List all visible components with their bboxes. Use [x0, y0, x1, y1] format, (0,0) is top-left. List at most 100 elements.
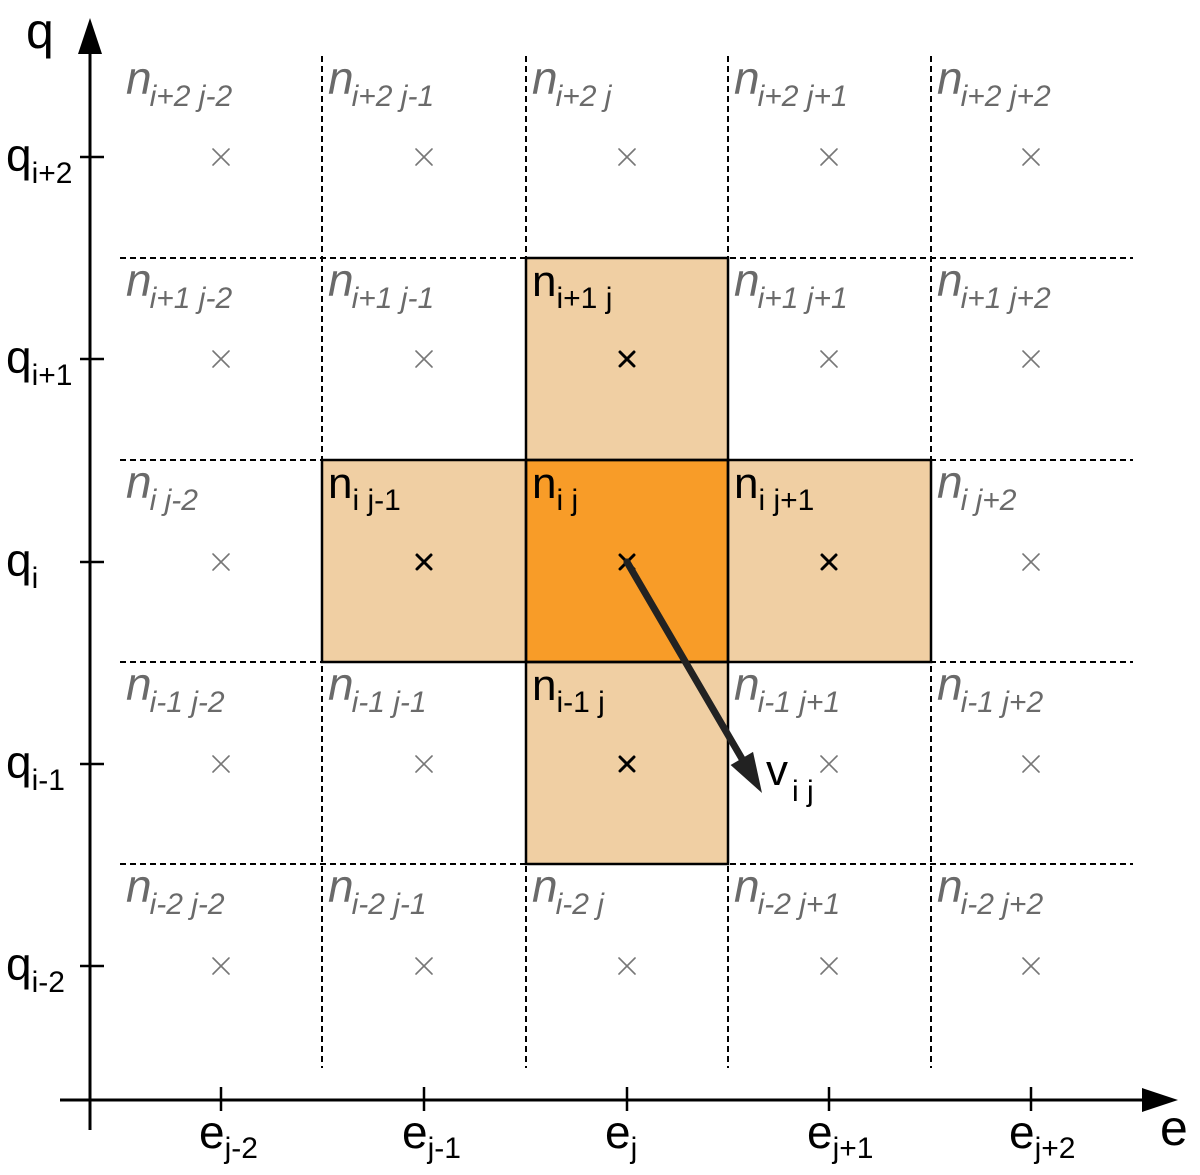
cell-label-im2-j: ni-2 j: [532, 860, 605, 921]
q-tick-label-i: qi: [6, 534, 38, 595]
cell-label-ip1-jm2: ni+1 j-2: [126, 254, 232, 315]
cross-marker-icon: [820, 553, 838, 571]
cross-marker-icon: [415, 350, 433, 368]
cell-label-i-j-sub: i j: [556, 484, 578, 517]
cell-label-im1-jm2-sub: i-1 j-2: [150, 686, 225, 719]
q-tick-label-im1: qi-1: [6, 736, 65, 797]
cross-marker-icon: [212, 350, 230, 368]
cell-label-ip1-j-sub: i+1 j: [556, 282, 612, 315]
cell-label-im1-jm1-sub: i-1 j-1: [352, 686, 427, 719]
vector-arrowhead-icon: [730, 751, 762, 793]
cell-label-im1-jm1: ni-1 j-1: [328, 658, 427, 719]
cell-label-im1-j: ni-1 j: [532, 661, 605, 719]
cross-marker-icon: [820, 957, 838, 975]
cell-label-im1-jp1-base: n: [734, 658, 760, 710]
e-tick-label-jm1-base: e: [402, 1106, 428, 1158]
cell-label-ip1-jp1: ni+1 j+1: [734, 254, 848, 315]
vector-shaft: [623, 558, 746, 762]
cell-label-im1-jp1-sub: i-1 j+1: [758, 686, 841, 719]
cell-label-im1-j-base: n: [532, 661, 556, 710]
cell-label-im2-jp2-base: n: [937, 860, 963, 912]
q-tick-label-ip2-base: q: [6, 129, 32, 181]
cell-label-im2-j-sub: i-2 j: [556, 888, 606, 921]
cell-label-im1-jp1: ni-1 j+1: [734, 658, 840, 719]
cross-marker-icon: [415, 553, 433, 571]
q-axis-arrow-icon: [78, 18, 102, 54]
cell-label-i-j: ni j: [532, 459, 578, 517]
e-tick-label-j-base: e: [605, 1106, 631, 1158]
cell-label-ip2-jm1-base: n: [328, 52, 354, 104]
cell-label-ip1-jp2: ni+1 j+2: [937, 254, 1051, 315]
e-tick-label-jm2-base: e: [199, 1106, 225, 1158]
e-tick-label-jp1: ej+1: [807, 1106, 873, 1165]
cell-label-ip1-jm1: ni+1 j-1: [328, 254, 434, 315]
cell-label-im2-jm1-base: n: [328, 860, 354, 912]
cell-label-ip2-jm2: ni+2 j-2: [126, 52, 232, 113]
q-tick-label-ip1-sub: i+1: [32, 359, 73, 392]
cross-marker-icon: [618, 957, 636, 975]
cell-border-i-jp1: [726, 458, 933, 664]
cell-label-im2-jp2: ni-2 j+2: [937, 860, 1043, 921]
cell-label-i-jm2: ni j-2: [126, 456, 198, 517]
cell-label-i-jp2-base: n: [937, 456, 963, 508]
e-tick-label-jp1-base: e: [807, 1106, 833, 1158]
e-tick-label-jm1-sub: j-1: [427, 1132, 461, 1165]
cell-label-ip2-jp1-sub: i+2 j+1: [758, 80, 848, 113]
q-tick-label-im1-sub: i-1: [32, 764, 65, 797]
cross-marker-icon: [1022, 755, 1040, 773]
cell-label-im2-jp1-base: n: [734, 860, 760, 912]
cross-marker-icon: [1022, 350, 1040, 368]
q-tick-label-i-base: q: [6, 534, 32, 586]
cell-label-im1-jm2: ni-1 j-2: [126, 658, 225, 719]
cell-border-im1-j: [524, 660, 730, 866]
vector-label-base: v: [766, 746, 788, 795]
cross-marker-icon: [820, 350, 838, 368]
cell-label-i-jm1: ni j-1: [328, 459, 401, 517]
e-tick-label-jp2-sub: j+2: [1034, 1132, 1076, 1165]
cross-marker-icon: [820, 148, 838, 166]
cell-label-im1-jp2-base: n: [937, 658, 963, 710]
cell-label-im1-j-sub: i-1 j: [556, 686, 604, 719]
cell-label-ip2-j: ni+2 j: [532, 52, 613, 113]
q-tick-label-im1-base: q: [6, 736, 32, 788]
cross-marker-icon: [212, 957, 230, 975]
cell-label-i-jp2: ni j+2: [937, 456, 1017, 517]
cross-marker-icon: [212, 755, 230, 773]
cell-label-im1-jp2-sub: i-1 j+2: [961, 686, 1044, 719]
cell-label-i-jp1-base: n: [734, 459, 758, 508]
cross-marker-icon: [618, 148, 636, 166]
e-axis-label: e: [1160, 1100, 1188, 1156]
cell-label-ip1-j-base: n: [532, 257, 556, 306]
q-tick-label-ip2: qi+2: [6, 129, 72, 190]
cell-label-im1-jm2-base: n: [126, 658, 152, 710]
cell-label-ip2-jm1: ni+2 j-1: [328, 52, 434, 113]
q-axis-label: q: [26, 3, 54, 59]
q-tick-label-im2-base: q: [6, 938, 32, 990]
cell-label-ip1-jm2-sub: i+1 j-2: [150, 282, 233, 315]
cell-label-ip1-jm1-base: n: [328, 254, 354, 306]
q-tick-label-im2: qi-2: [6, 938, 65, 999]
cell-label-ip2-jm1-sub: i+2 j-1: [352, 80, 435, 113]
cell-label-ip1-jp1-sub: i+1 j+1: [758, 282, 848, 315]
cross-marker-icon: [212, 148, 230, 166]
cell-label-ip1-jp2-base: n: [937, 254, 963, 306]
cell-label-ip2-jm2-base: n: [126, 52, 152, 104]
cross-marker-icon: [618, 755, 636, 773]
cell-label-i-jm1-sub: i j-1: [352, 484, 400, 517]
cross-marker-icon: [618, 350, 636, 368]
cross-marker-icon: [415, 957, 433, 975]
cell-label-i-j-base: n: [532, 459, 556, 508]
highlight-borders: [320, 256, 933, 866]
cell-label-ip1-jp1-base: n: [734, 254, 760, 306]
q-tick-label-im2-sub: i-2: [32, 966, 65, 999]
cell-label-im1-jp2: ni-1 j+2: [937, 658, 1043, 719]
cell-label-i-jp1-sub: i j+1: [758, 484, 814, 517]
cell-label-ip2-jp1-base: n: [734, 52, 760, 104]
vector-label-sub: i j: [792, 775, 814, 808]
e-tick-label-jm2-sub: j-2: [224, 1132, 258, 1165]
cell-label-ip2-j-base: n: [532, 52, 558, 104]
cell-label-ip1-jm1-sub: i+1 j-1: [352, 282, 435, 315]
e-tick-label-jm2: ej-2: [199, 1106, 258, 1165]
